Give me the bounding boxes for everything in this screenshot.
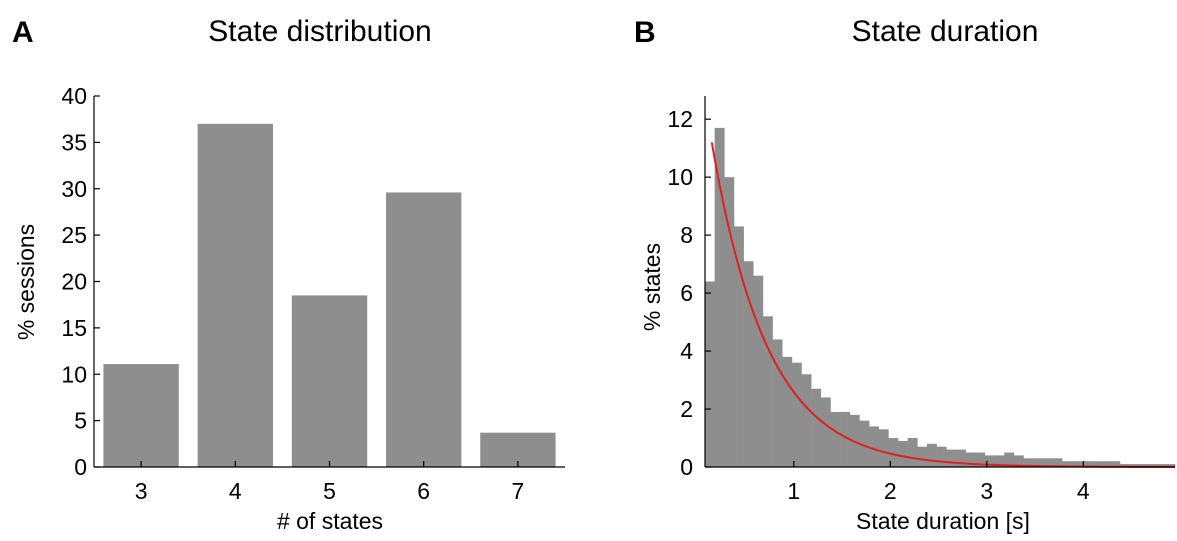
panel-a-x-tick-label: 5 bbox=[323, 478, 336, 504]
panel-b-histogram-bar bbox=[733, 226, 744, 467]
panel-a-y-tick-label: 25 bbox=[61, 222, 87, 248]
panel-b-x-axis-label: State duration [s] bbox=[856, 508, 1030, 534]
panel-b-title: State duration bbox=[852, 15, 1039, 48]
panel-b-histogram-bar bbox=[762, 316, 773, 467]
panel-b-y-tick-label: 8 bbox=[680, 222, 693, 248]
panel-b-histogram-bar bbox=[955, 449, 966, 467]
panel-b-y-tick-label: 2 bbox=[680, 396, 693, 422]
panel-a-y-tick-label: 10 bbox=[61, 361, 87, 387]
panel-b-histogram-bar bbox=[1052, 458, 1063, 467]
panel-a-x-axis-label: # of states bbox=[277, 508, 383, 534]
panel-b-histogram-bar bbox=[714, 127, 725, 467]
panel-b-y-tick-label: 12 bbox=[667, 106, 693, 132]
panel-a-bar bbox=[103, 364, 179, 467]
panel-a-y-tick-label: 5 bbox=[74, 408, 87, 434]
panel-b-histogram-bar bbox=[984, 455, 995, 467]
panel-b-histogram-bar bbox=[1139, 464, 1150, 467]
panel-a-y-tick-label: 35 bbox=[61, 129, 87, 155]
panel-a-x-tick-label: 7 bbox=[512, 478, 525, 504]
panel-a-y-tick-label: 0 bbox=[74, 454, 87, 480]
panel-b-histogram-bar bbox=[840, 411, 851, 467]
panel-a-y-axis-label: % sessions bbox=[13, 224, 39, 340]
panel-b-histogram-bar bbox=[811, 388, 822, 467]
panel-a-x-tick-label: 6 bbox=[417, 478, 430, 504]
panel-b-histogram-bar bbox=[1148, 464, 1159, 467]
panel-b-x-tick-label: 1 bbox=[787, 478, 800, 504]
panel-b-histogram-bar bbox=[975, 452, 986, 467]
panel-b-y-axis-label: % states bbox=[639, 243, 665, 331]
panel-a-bars bbox=[103, 123, 556, 467]
panel-a-y-tick-label: 30 bbox=[61, 176, 87, 202]
panel-b-histogram-bar bbox=[926, 443, 937, 467]
panel-a-y-ticks: 0 5 10 15 20 25 30 35 40 bbox=[61, 83, 100, 480]
panel-b-histogram-bar bbox=[830, 411, 841, 467]
panel-b-histogram-bar bbox=[898, 440, 908, 467]
panel-b-histogram-bar bbox=[1042, 458, 1053, 467]
panel-b-histogram-bar bbox=[782, 356, 793, 467]
panel-a: A State distribution 0 5 10 15 20 25 30 35 40 3 4… bbox=[12, 15, 565, 534]
panel-b-histogram-bar bbox=[1168, 464, 1176, 467]
panel-b-histogram-bar bbox=[1100, 461, 1111, 467]
panel-b-histogram-bar bbox=[1110, 461, 1121, 467]
panel-b-histogram-bar bbox=[917, 446, 928, 467]
panel-b-histogram-bar bbox=[1013, 455, 1024, 467]
panel-b-histogram-bar bbox=[869, 426, 880, 467]
panel-b-y-tick-label: 10 bbox=[667, 164, 693, 190]
panel-a-x-tick-label: 4 bbox=[229, 478, 242, 504]
panel-b-x-tick-label: 4 bbox=[1077, 478, 1090, 504]
panel-b-x-tick-label: 2 bbox=[884, 478, 897, 504]
panel-a-y-tick-label: 15 bbox=[61, 315, 87, 341]
panel-b-histogram-bar bbox=[1023, 458, 1034, 467]
panel-b-y-ticks: 0 2 4 6 8 10 12 bbox=[667, 106, 711, 480]
panel-b-x-tick-label: 3 bbox=[980, 478, 993, 504]
panel-b-histogram-bar bbox=[1091, 461, 1101, 467]
panel-b-histogram-bar bbox=[801, 374, 812, 467]
panel-b-bars bbox=[705, 127, 1176, 467]
panel-b-histogram-bar bbox=[705, 281, 715, 467]
panel-b-y-tick-label: 4 bbox=[680, 338, 693, 364]
panel-b-histogram-bar bbox=[724, 177, 735, 467]
panel-b-histogram-bar bbox=[1033, 458, 1044, 467]
panel-b-histogram-bar bbox=[753, 275, 764, 467]
panel-b-histogram-bar bbox=[878, 429, 889, 467]
panel-b-histogram-bar bbox=[820, 397, 831, 467]
panel-b-histogram-bar bbox=[994, 455, 1005, 467]
panel-b-histogram-bar bbox=[1062, 461, 1073, 467]
panel-b-histogram-bar bbox=[1158, 464, 1169, 467]
panel-b-histogram-bar bbox=[1004, 452, 1015, 467]
panel-b-histogram-bar bbox=[859, 420, 870, 467]
panel-b-histogram-bar bbox=[946, 449, 957, 467]
panel-b-histogram-bar bbox=[936, 446, 947, 467]
panel-a-letter: A bbox=[12, 16, 34, 49]
panel-b-y-tick-label: 6 bbox=[680, 280, 693, 306]
panel-a-title: State distribution bbox=[208, 15, 431, 48]
panel-b-histogram-bar bbox=[743, 261, 754, 467]
panel-b-histogram-bar bbox=[907, 438, 918, 467]
panel-b-histogram-bar bbox=[791, 362, 802, 467]
panel-a-x-ticks: 3 4 5 6 7 bbox=[135, 461, 525, 504]
panel-b-histogram-bar bbox=[772, 339, 783, 467]
panel-b-histogram-bar bbox=[965, 452, 976, 467]
panel-a-y-tick-label: 40 bbox=[61, 83, 87, 109]
panel-a-bar bbox=[386, 192, 462, 467]
panel-a-x-tick-label: 3 bbox=[135, 478, 148, 504]
panel-b-letter: B bbox=[634, 16, 656, 49]
panel-a-y-tick-label: 20 bbox=[61, 269, 87, 295]
panel-b-histogram-bar bbox=[1081, 461, 1092, 467]
panel-b-histogram-bar bbox=[1129, 464, 1140, 467]
panel-b-y-tick-label: 0 bbox=[680, 454, 693, 480]
panel-b-histogram-bar bbox=[1071, 461, 1082, 467]
panel-b-histogram-bar bbox=[1119, 464, 1130, 467]
panel-a-bar bbox=[197, 123, 273, 467]
panel-b-histogram-bar bbox=[888, 438, 899, 467]
panel-b-x-ticks: 1 2 3 4 bbox=[787, 461, 1090, 504]
panel-a-bar bbox=[291, 295, 368, 467]
